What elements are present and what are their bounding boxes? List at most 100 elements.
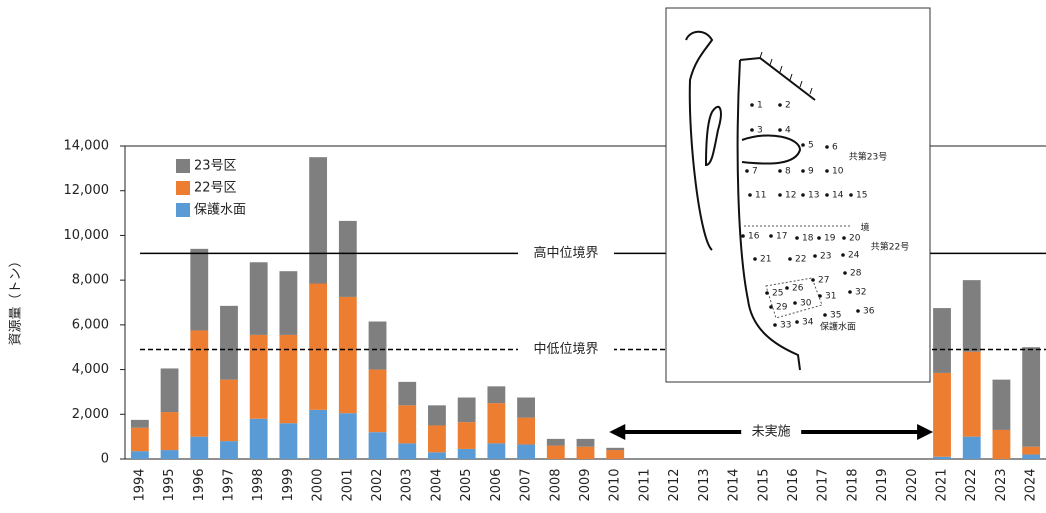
x-tick-label: 2001 <box>340 468 355 501</box>
bar-segment <box>309 283 328 410</box>
bar-segment <box>992 379 1011 430</box>
bar-segment <box>368 369 387 433</box>
bar-segment <box>279 423 298 459</box>
station-dot <box>825 169 829 173</box>
map-label: 11 <box>755 191 766 201</box>
map-label: 20 <box>849 234 861 244</box>
map-label: 24 <box>848 251 860 261</box>
bar-segment <box>517 444 535 459</box>
map-label: 12 <box>785 191 796 201</box>
station-dot <box>785 286 789 290</box>
reference-label: 中低位境界 <box>533 342 598 357</box>
station-dot <box>825 145 829 149</box>
map-label: 保護水面 <box>820 321 856 333</box>
y-tick-label: 10,000 <box>64 228 110 243</box>
map-label: 25 <box>772 289 783 299</box>
annotation-bg <box>741 421 802 443</box>
x-tick-label: 2016 <box>786 468 801 501</box>
legend-swatch <box>176 203 190 217</box>
bar-segment <box>398 381 417 406</box>
x-tick-label: 1998 <box>251 468 266 501</box>
map-label: 34 <box>802 318 814 328</box>
x-tick-label: 2011 <box>637 468 652 501</box>
x-tick-label: 2007 <box>519 468 534 501</box>
x-tick-label: 2002 <box>370 468 385 501</box>
y-tick-label: 6,000 <box>72 317 109 332</box>
legend-label: 保護水面 <box>194 202 246 218</box>
bar-segment <box>220 441 238 459</box>
bar-segment <box>160 412 179 451</box>
bar-segment <box>992 429 1011 459</box>
map-label: 18 <box>802 234 814 244</box>
bar-segment <box>279 334 298 424</box>
bar-segment <box>546 438 565 446</box>
bar-segment <box>487 403 506 444</box>
bar-segment <box>962 280 981 352</box>
bar-segment <box>309 409 328 459</box>
map-label: 6 <box>832 143 838 153</box>
map-label: 17 <box>776 232 787 242</box>
map-label: 22 <box>795 255 806 265</box>
station-dot <box>769 234 773 238</box>
x-tick-label: 1996 <box>192 468 207 501</box>
map-label: 23 <box>820 252 831 262</box>
map-label: 9 <box>808 167 814 177</box>
x-tick-label: 2005 <box>459 468 474 501</box>
boundaries <box>744 225 852 319</box>
map-label: 共第23号 <box>849 151 887 163</box>
bar-segment <box>457 448 476 459</box>
map-label: 8 <box>785 167 791 177</box>
bar-segment <box>546 445 565 459</box>
station-dot <box>849 193 853 197</box>
station-dot <box>848 290 852 294</box>
bar-segment <box>130 427 149 452</box>
map-label: 31 <box>825 292 836 302</box>
bar-segment <box>398 443 417 459</box>
bar-segment <box>457 397 476 423</box>
map-label: 28 <box>850 269 862 279</box>
station-dot <box>817 236 821 240</box>
x-tick-label: 2024 <box>1024 468 1039 501</box>
bar-segment <box>130 451 149 459</box>
legend-swatch <box>176 159 190 173</box>
bar-segment <box>398 405 417 444</box>
x-tick-label: 2013 <box>697 468 712 501</box>
x-tick-label: 2010 <box>608 468 623 501</box>
map-label: 30 <box>800 299 812 309</box>
y-tick-label: 8,000 <box>72 273 109 288</box>
reference-label: 高中位境界 <box>533 245 598 261</box>
bar-segment <box>1022 347 1041 447</box>
map-label: 21 <box>760 255 771 265</box>
x-tick-label: 2012 <box>667 468 682 501</box>
x-tick-label: 2015 <box>756 468 771 501</box>
station-dot <box>753 257 757 261</box>
station-dot <box>793 301 797 305</box>
bar-segment <box>279 271 298 335</box>
x-tick-label: 2004 <box>429 468 444 501</box>
map-frame <box>665 7 931 383</box>
x-tick-label: 2021 <box>935 468 950 501</box>
x-tick-label: 2017 <box>816 468 831 501</box>
station-dot <box>856 309 860 313</box>
bar-segment <box>368 321 387 370</box>
bar-segment <box>576 438 595 447</box>
bar-segment <box>428 425 446 453</box>
bar-segment <box>338 413 357 459</box>
station-dot <box>795 320 799 324</box>
map-label: 境 <box>860 222 869 234</box>
map-label: 16 <box>748 232 760 242</box>
reference-label-bg <box>518 243 614 264</box>
station-dot <box>769 305 773 309</box>
bar-segment <box>249 418 268 459</box>
station-dot <box>825 193 829 197</box>
x-tick-label: 2020 <box>905 468 920 501</box>
x-tick-label: 2008 <box>548 468 563 501</box>
x-tick-label: 2000 <box>311 468 326 501</box>
reference-label-bg <box>518 339 614 360</box>
station-dot <box>801 169 805 173</box>
x-tick-label: 1999 <box>281 468 296 501</box>
bar-segment <box>933 308 951 373</box>
legend-swatch <box>176 181 190 195</box>
